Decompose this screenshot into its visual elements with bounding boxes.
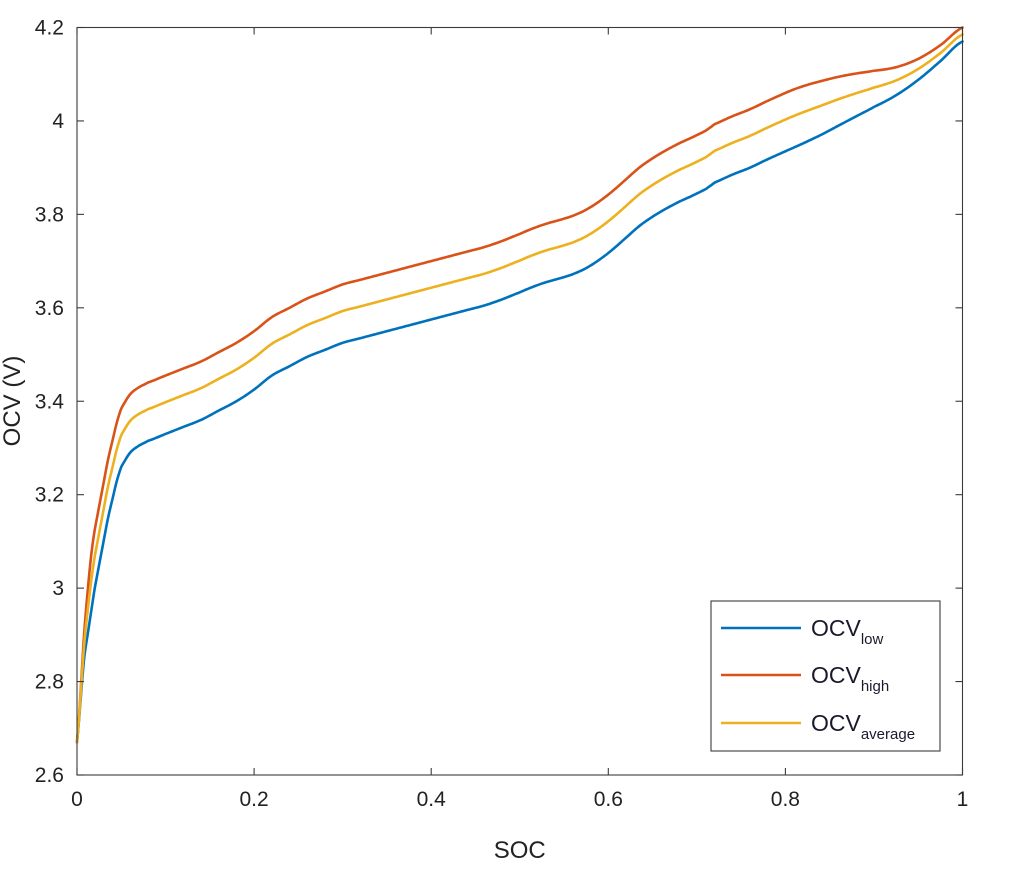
svg-text:3.8: 3.8 xyxy=(35,203,64,226)
svg-text:SOC: SOC xyxy=(494,837,546,864)
svg-text:3: 3 xyxy=(52,577,64,600)
svg-text:4.2: 4.2 xyxy=(35,17,64,40)
svg-text:0.2: 0.2 xyxy=(239,788,268,811)
svg-text:4: 4 xyxy=(52,110,64,133)
svg-text:3.6: 3.6 xyxy=(35,297,64,320)
svg-text:0.8: 0.8 xyxy=(771,788,800,811)
svg-text:3.4: 3.4 xyxy=(35,390,65,413)
svg-text:2.6: 2.6 xyxy=(35,764,64,787)
svg-text:OCV (V): OCV (V) xyxy=(0,356,26,447)
svg-text:1: 1 xyxy=(957,788,969,811)
svg-text:0.6: 0.6 xyxy=(594,788,623,811)
svg-text:0.4: 0.4 xyxy=(417,788,447,811)
svg-text:0: 0 xyxy=(71,788,83,811)
svg-text:2.8: 2.8 xyxy=(35,671,64,694)
svg-text:3.2: 3.2 xyxy=(35,484,64,507)
